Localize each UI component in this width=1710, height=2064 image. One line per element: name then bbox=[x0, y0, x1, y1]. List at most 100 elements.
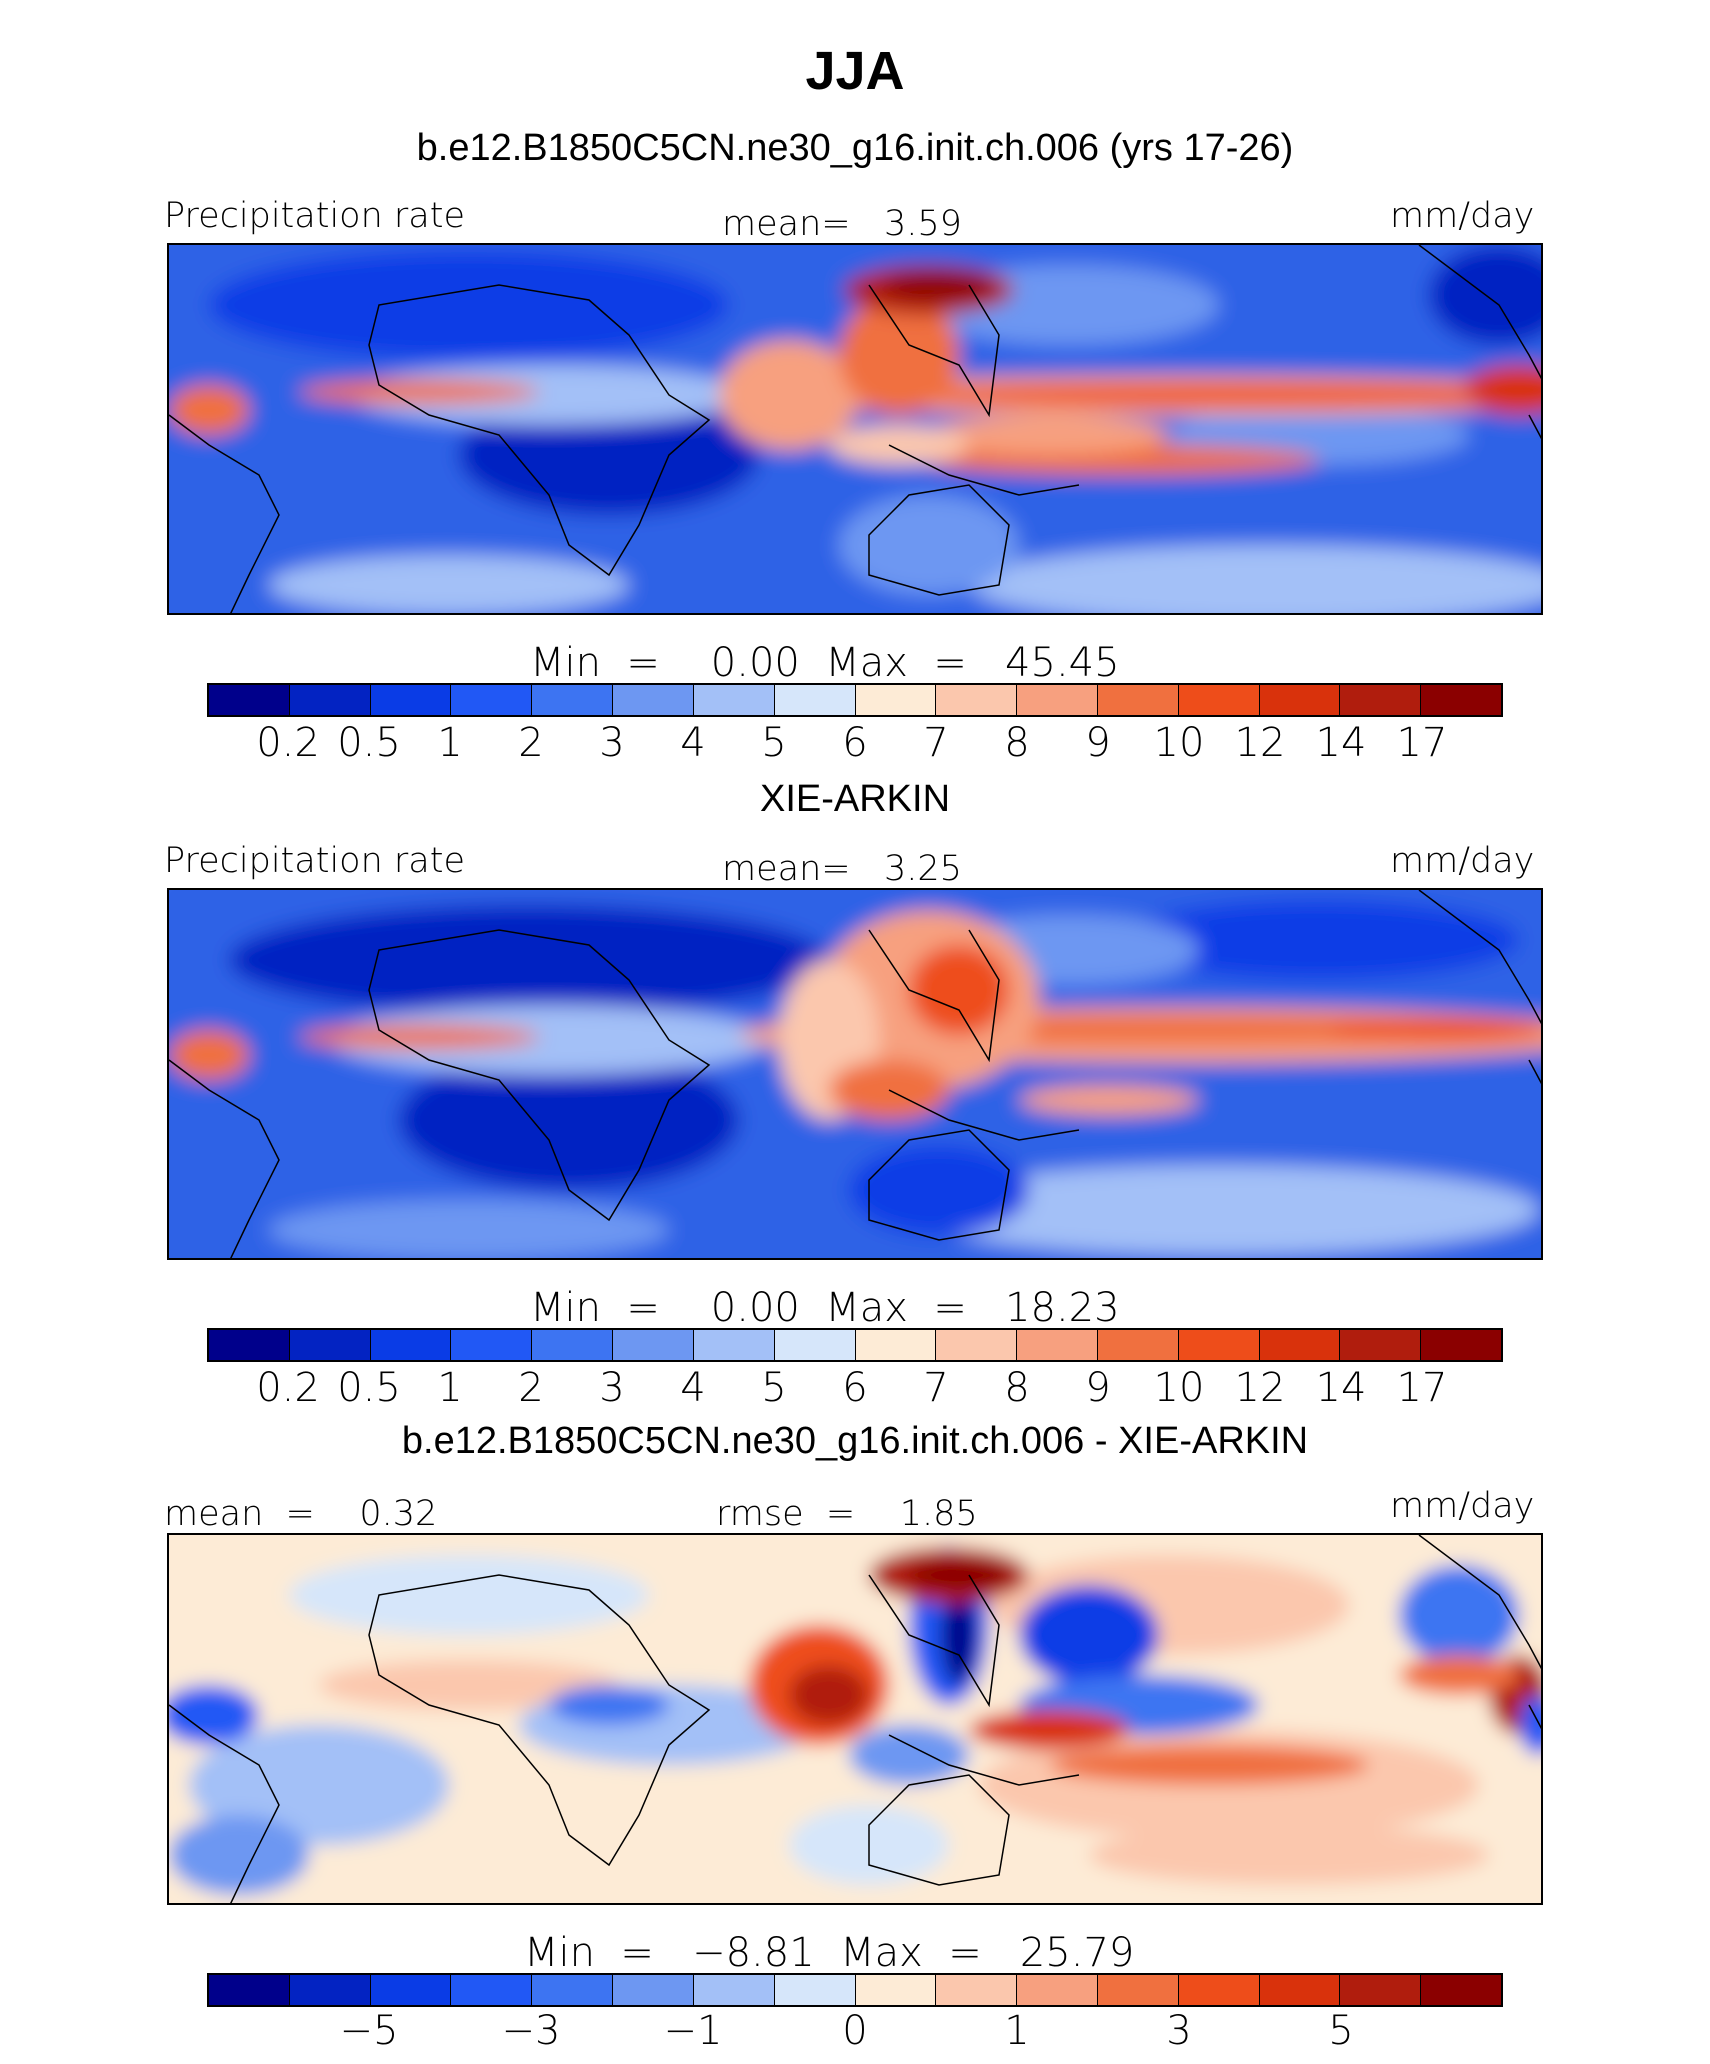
cbar1-tick-11: 9 bbox=[1085, 720, 1111, 766]
cbar1-tick-3: 1 bbox=[437, 720, 463, 766]
cbar2-seg-8 bbox=[774, 1330, 856, 1360]
cbar3-seg-10 bbox=[936, 1975, 1018, 2005]
cbar1-tick-15: 17 bbox=[1396, 720, 1448, 766]
cbar2-seg-16 bbox=[1421, 1330, 1501, 1360]
panel1-title: b.e12.B1850C5CN.ne30_g16.init.ch.006 (yr… bbox=[416, 127, 1294, 169]
cbar2-seg-13 bbox=[1178, 1330, 1260, 1360]
cbar1-seg-9 bbox=[855, 685, 937, 715]
cbar3-seg-3 bbox=[370, 1975, 452, 2005]
cbar2-seg-3 bbox=[370, 1330, 452, 1360]
cbar3-seg-11 bbox=[1017, 1975, 1098, 2005]
cbar3-seg-1 bbox=[209, 1975, 290, 2005]
cbar1-seg-12 bbox=[1097, 685, 1179, 715]
cbar2-seg-14 bbox=[1259, 1330, 1341, 1360]
cbar1-tick-13: 12 bbox=[1234, 720, 1286, 766]
cbar1-tick-14: 14 bbox=[1315, 720, 1367, 766]
cbar1-seg-2 bbox=[289, 685, 371, 715]
cbar2-tick-3: 1 bbox=[437, 1365, 463, 1411]
panel3-mean-label: mean = 0.32 bbox=[164, 1494, 438, 1534]
panel2-map bbox=[167, 888, 1543, 1260]
cbar3-seg-6 bbox=[613, 1975, 694, 2005]
cbar1-seg-5 bbox=[532, 685, 614, 715]
cbar2-seg-10 bbox=[936, 1330, 1018, 1360]
cbar2-tick-15: 17 bbox=[1396, 1365, 1448, 1411]
cbar2-tick-5: 3 bbox=[599, 1365, 625, 1411]
cbar3-seg-4 bbox=[451, 1975, 533, 2005]
cbar3-seg-8 bbox=[774, 1975, 856, 2005]
panel3-map bbox=[167, 1533, 1543, 1905]
panel1-left-label: Precipitation rate bbox=[164, 196, 465, 236]
cbar1-tick-12: 10 bbox=[1153, 720, 1205, 766]
cbar2-tick-2: 0.5 bbox=[337, 1365, 401, 1411]
cbar3-seg-9 bbox=[855, 1975, 937, 2005]
panel1-stats: Min = 0.00 Max = 45.45 bbox=[530, 640, 1120, 686]
panel1-mean-label: mean= 3.59 bbox=[722, 204, 962, 244]
cbar3-tick-6: 3 bbox=[1166, 2008, 1192, 2054]
cbar3-seg-7 bbox=[693, 1975, 775, 2005]
cbar2-seg-9 bbox=[855, 1330, 937, 1360]
cbar3-seg-13 bbox=[1178, 1975, 1260, 2005]
cbar1-seg-1 bbox=[209, 685, 290, 715]
panel2-units: mm/day bbox=[1390, 841, 1535, 881]
cbar1-seg-4 bbox=[451, 685, 533, 715]
cbar2-tick-9: 7 bbox=[923, 1365, 949, 1411]
cbar1-tick-4: 2 bbox=[518, 720, 544, 766]
cbar3-tick-5: 1 bbox=[1004, 2008, 1030, 2054]
cbar1-tick-8: 6 bbox=[842, 720, 868, 766]
panel3-stats: Min = −8.81 Max = 25.79 bbox=[524, 1930, 1135, 1976]
cbar3-seg-12 bbox=[1097, 1975, 1179, 2005]
cbar2-tick-10: 8 bbox=[1004, 1365, 1030, 1411]
panel1-units: mm/day bbox=[1390, 196, 1535, 236]
cbar2-seg-6 bbox=[613, 1330, 694, 1360]
cbar2-tick-14: 14 bbox=[1315, 1365, 1367, 1411]
cbar2-tick-6: 4 bbox=[680, 1365, 706, 1411]
panel3-title: b.e12.B1850C5CN.ne30_g16.init.ch.006 - X… bbox=[401, 1420, 1309, 1462]
cbar2-seg-7 bbox=[693, 1330, 775, 1360]
cbar2-tick-11: 9 bbox=[1085, 1365, 1111, 1411]
cbar2-seg-12 bbox=[1097, 1330, 1179, 1360]
cbar1-seg-11 bbox=[1017, 685, 1098, 715]
cbar1-tick-10: 8 bbox=[1004, 720, 1030, 766]
cbar1-seg-14 bbox=[1259, 685, 1341, 715]
cbar3-seg-15 bbox=[1340, 1975, 1422, 2005]
cbar2-seg-5 bbox=[532, 1330, 614, 1360]
cbar2-seg-1 bbox=[209, 1330, 290, 1360]
panel2-stats: Min = 0.00 Max = 18.23 bbox=[530, 1285, 1120, 1331]
cbar1-seg-16 bbox=[1421, 685, 1501, 715]
cbar2-seg-4 bbox=[451, 1330, 533, 1360]
cbar2-tick-7: 5 bbox=[761, 1365, 787, 1411]
cbar3-seg-2 bbox=[289, 1975, 371, 2005]
cbar1-tick-2: 0.5 bbox=[337, 720, 401, 766]
cbar2-tick-1: 0.2 bbox=[256, 1365, 320, 1411]
cbar1-seg-3 bbox=[370, 685, 452, 715]
cbar2-seg-15 bbox=[1340, 1330, 1422, 1360]
cbar1-seg-6 bbox=[613, 685, 694, 715]
cbar1-tick-5: 3 bbox=[599, 720, 625, 766]
cbar1-tick-6: 4 bbox=[680, 720, 706, 766]
cbar3-seg-16 bbox=[1421, 1975, 1501, 2005]
cbar2-tick-4: 2 bbox=[518, 1365, 544, 1411]
cbar3-tick-3: −1 bbox=[663, 2008, 723, 2054]
cbar1-tick-7: 5 bbox=[761, 720, 787, 766]
cbar2-seg-11 bbox=[1017, 1330, 1098, 1360]
panel2-title: XIE-ARKIN bbox=[759, 778, 951, 820]
cbar2-seg-2 bbox=[289, 1330, 371, 1360]
cbar1-seg-10 bbox=[936, 685, 1018, 715]
cbar1-seg-15 bbox=[1340, 685, 1422, 715]
cbar1-seg-7 bbox=[693, 685, 775, 715]
cbar2-tick-8: 6 bbox=[842, 1365, 868, 1411]
panel3-units: mm/day bbox=[1390, 1486, 1535, 1526]
cbar3-tick-4: 0 bbox=[842, 2008, 868, 2054]
cbar1-seg-13 bbox=[1178, 685, 1260, 715]
panel2-mean-label: mean= 3.25 bbox=[722, 849, 962, 889]
cbar3-tick-7: 5 bbox=[1328, 2008, 1354, 2054]
figure-title: JJA bbox=[805, 41, 905, 101]
cbar3-tick-1: −5 bbox=[339, 2008, 399, 2054]
panel1-colorbar bbox=[207, 683, 1503, 717]
cbar3-seg-14 bbox=[1259, 1975, 1341, 2005]
cbar1-seg-8 bbox=[774, 685, 856, 715]
panel3-colorbar bbox=[207, 1973, 1503, 2007]
panel1-map bbox=[167, 243, 1543, 615]
panel3-rmse-label: rmse = 1.85 bbox=[716, 1494, 978, 1534]
panel2-left-label: Precipitation rate bbox=[164, 841, 465, 881]
